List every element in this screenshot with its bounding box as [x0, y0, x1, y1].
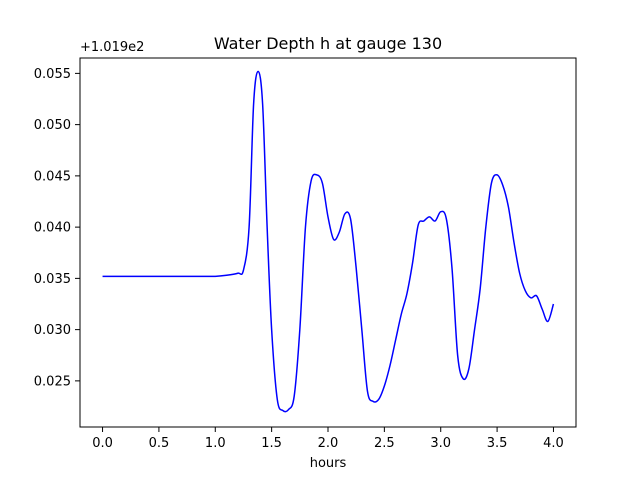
x-axis-label: hours — [310, 456, 347, 471]
x-tick-label: 3.5 — [487, 436, 508, 451]
x-tick-label: 4.0 — [543, 436, 564, 451]
y-tick-label: 0.035 — [34, 272, 71, 287]
plot-frame — [79, 57, 577, 428]
series-line — [102, 70, 555, 413]
x-tick-label: 3.0 — [430, 436, 451, 451]
y-tick-label: 0.055 — [34, 67, 71, 82]
x-tick-label: 2.0 — [318, 436, 339, 451]
y-tick-label: 0.040 — [34, 221, 71, 236]
x-tick-label: 1.0 — [205, 436, 226, 451]
x-tick-label: 2.5 — [374, 436, 395, 451]
chart-title: Water Depth h at gauge 130 — [214, 34, 442, 53]
y-tick-label: 0.045 — [34, 169, 71, 184]
y-tick-label: 0.050 — [34, 118, 71, 133]
y-tick-label: 0.025 — [34, 374, 71, 389]
y-offset-label: +1.019e2 — [80, 40, 144, 55]
x-tick-label: 1.5 — [261, 436, 282, 451]
x-axis: 0.0 0.5 1.0 1.5 2.0 2.5 3.0 3.5 4.0 — [92, 427, 564, 451]
x-tick-label: 0.5 — [149, 436, 170, 451]
y-tick-label: 0.030 — [34, 323, 71, 338]
x-tick-label: 0.0 — [92, 436, 113, 451]
y-axis: 0.025 0.030 0.035 0.040 0.045 0.050 0.055 — [34, 67, 80, 389]
